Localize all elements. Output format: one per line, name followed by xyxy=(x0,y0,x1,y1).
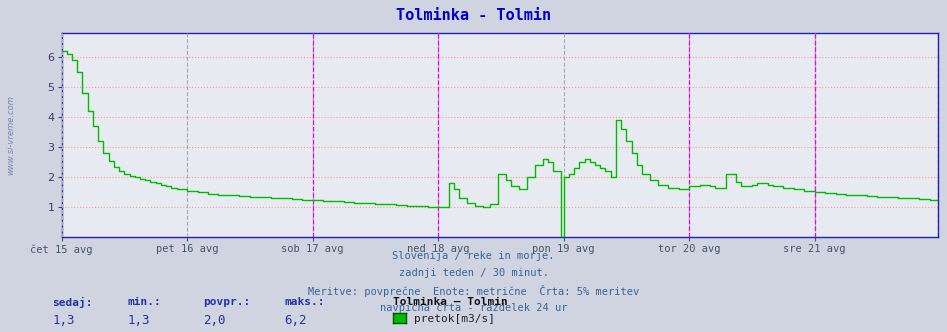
Text: Tolminka – Tolmin: Tolminka – Tolmin xyxy=(393,297,508,307)
Text: 1,3: 1,3 xyxy=(52,314,75,327)
Text: povpr.:: povpr.: xyxy=(204,297,251,307)
Text: sedaj:: sedaj: xyxy=(52,297,93,308)
Text: Slovenija / reke in morje.: Slovenija / reke in morje. xyxy=(392,251,555,261)
Text: min.:: min.: xyxy=(128,297,162,307)
Text: Tolminka - Tolmin: Tolminka - Tolmin xyxy=(396,8,551,23)
Text: 2,0: 2,0 xyxy=(204,314,226,327)
Text: Meritve: povprečne  Enote: metrične  Črta: 5% meritev: Meritve: povprečne Enote: metrične Črta:… xyxy=(308,285,639,297)
Text: maks.:: maks.: xyxy=(284,297,325,307)
Text: zadnji teden / 30 minut.: zadnji teden / 30 minut. xyxy=(399,268,548,278)
Text: navpična črta - razdelek 24 ur: navpična črta - razdelek 24 ur xyxy=(380,302,567,313)
Text: 6,2: 6,2 xyxy=(284,314,307,327)
Text: pretok[m3/s]: pretok[m3/s] xyxy=(414,314,495,324)
Text: 1,3: 1,3 xyxy=(128,314,151,327)
Text: www.si-vreme.com: www.si-vreme.com xyxy=(7,95,15,175)
